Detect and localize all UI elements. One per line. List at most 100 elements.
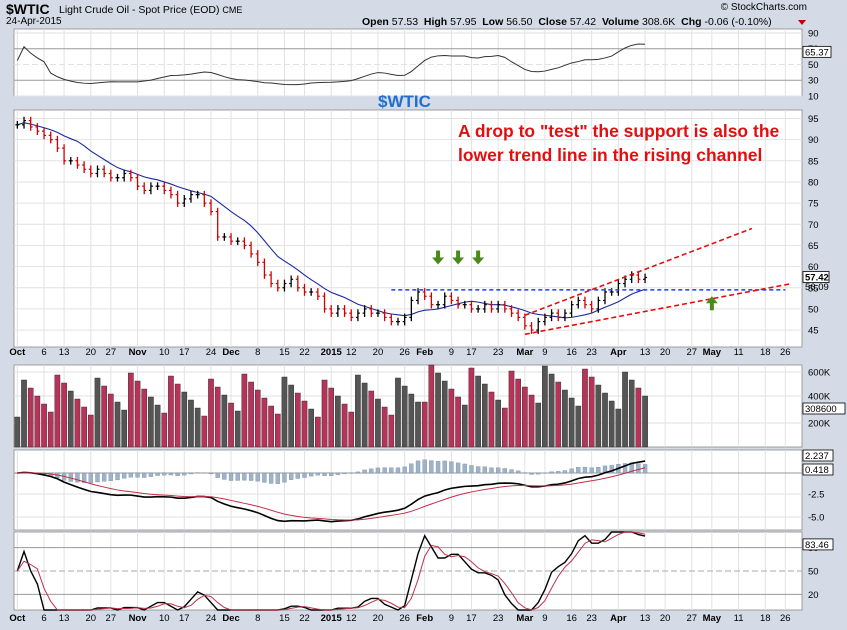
macd-histogram-bar (562, 470, 568, 474)
macd-histogram-bar (496, 467, 501, 474)
macd-histogram-bar (222, 472, 227, 480)
volume-bar (67, 390, 74, 448)
volume-bar (274, 413, 281, 448)
x-tick-label: 24 (206, 347, 217, 358)
volume-bar (254, 389, 261, 448)
stoch-badge (802, 538, 834, 551)
rsi-badge (802, 45, 832, 58)
volume-bar (582, 368, 588, 448)
volume-bar (295, 392, 301, 448)
x-tick-label: 11 (734, 613, 744, 624)
x-tick-label: 9 (542, 613, 547, 624)
macd-histogram-bar (188, 472, 194, 475)
annotation-line-2: lower trend line in the rising channel (458, 145, 762, 165)
x-tick-label: May (703, 613, 722, 624)
test-arrow-down-icon (432, 250, 445, 265)
x-tick-label: 13 (640, 613, 651, 624)
volume-tick-label: 400K (808, 392, 831, 403)
volume-bar (608, 400, 615, 448)
macd-histogram-bar (88, 472, 93, 484)
macd-tick-label: -5.0 (808, 513, 824, 524)
volume-bar (288, 384, 294, 448)
price-panel (13, 109, 803, 348)
volume-tick-label: 600K (808, 368, 831, 379)
x-tick-label: 8 (255, 347, 260, 358)
price-tick-label: 80 (808, 177, 819, 188)
volume-bar (562, 389, 568, 448)
macd-histogram-bar (529, 472, 534, 475)
volume-bar (194, 407, 201, 448)
macd-histogram-bar (582, 466, 588, 474)
volume-bar (241, 373, 248, 448)
x-tick-label: 17 (466, 613, 477, 624)
volume-bar (642, 395, 648, 448)
test-arrow-down-icon (452, 250, 465, 265)
volume-bar (161, 412, 168, 448)
volume-bar (281, 376, 288, 448)
x-tick-label: 20 (660, 613, 671, 624)
macd-histogram-bar (108, 472, 113, 481)
macd-badge-text: 2.237 (805, 451, 829, 462)
macd-histogram-bar (242, 472, 247, 481)
price-tick-label: 85 (808, 156, 819, 167)
price-tick-label: 45 (808, 326, 819, 337)
macd-histogram-bar (576, 467, 581, 474)
macd-histogram-bar (469, 465, 474, 474)
volume-bar (234, 410, 241, 448)
macd-histogram-bar (81, 472, 87, 483)
channel-upper-line (524, 227, 753, 317)
volume-bar (421, 401, 428, 448)
volume-bar (134, 380, 141, 448)
volume-bar (101, 385, 107, 448)
moving-average-line (17, 122, 646, 319)
volume-bar (602, 392, 608, 448)
macd-histogram-bar (442, 460, 447, 474)
volume-bar (94, 377, 101, 448)
macd-histogram-bar (375, 467, 381, 474)
volume-bar (468, 367, 475, 448)
x-tick-label: 17 (179, 347, 190, 358)
x-tick-label: 6 (41, 347, 46, 358)
x-tick-label: 17 (179, 613, 190, 624)
volume-bar (221, 394, 228, 448)
x-tick-label: 10 (159, 347, 170, 358)
volume-bar (114, 401, 121, 448)
x-tick-label: 23 (493, 347, 504, 358)
volume-bar (87, 414, 94, 448)
volume-bar (248, 381, 254, 448)
x-tick-label: 27 (106, 347, 117, 358)
x-tick-label: Nov (129, 613, 148, 624)
volume-bar (495, 399, 501, 448)
macd-histogram-bar (335, 472, 341, 475)
macd-histogram-bar (248, 472, 254, 481)
volume-bar (335, 395, 341, 448)
x-tick-label: 6 (41, 613, 46, 624)
volume-bar (341, 403, 348, 448)
volume-bar (508, 370, 515, 448)
test-arrow-down-icon (472, 250, 485, 265)
dropdown-triangle-icon[interactable] (798, 20, 806, 25)
volume-bar (315, 416, 321, 448)
price-tick-label: 60 (808, 262, 819, 273)
volume-bar (74, 398, 81, 448)
stoch-tick-label: 50 (808, 567, 819, 578)
macd-tick-label: -2.5 (808, 490, 824, 501)
x-tick-label: 20 (373, 347, 384, 358)
volume-bar (441, 380, 448, 448)
volume-bar (188, 399, 194, 448)
volume-bar (555, 381, 562, 448)
macd-histogram-bar (589, 467, 594, 474)
x-tick-label: 13 (59, 613, 70, 624)
macd-histogram-bar (516, 470, 521, 474)
macd-histogram-bar (636, 463, 641, 474)
stockcharts-brand[interactable]: © StockCharts.com (720, 2, 807, 13)
volume-bar (154, 404, 161, 448)
macd-histogram-bar (128, 472, 134, 478)
volume-bar (635, 387, 642, 448)
x-tick-label: 9 (542, 347, 547, 358)
rsi-line (16, 43, 646, 86)
volume-bar (121, 409, 127, 448)
x-tick-label: 8 (255, 613, 260, 624)
x-tick-label: 27 (687, 347, 698, 358)
macd-histogram-bar (295, 472, 300, 479)
